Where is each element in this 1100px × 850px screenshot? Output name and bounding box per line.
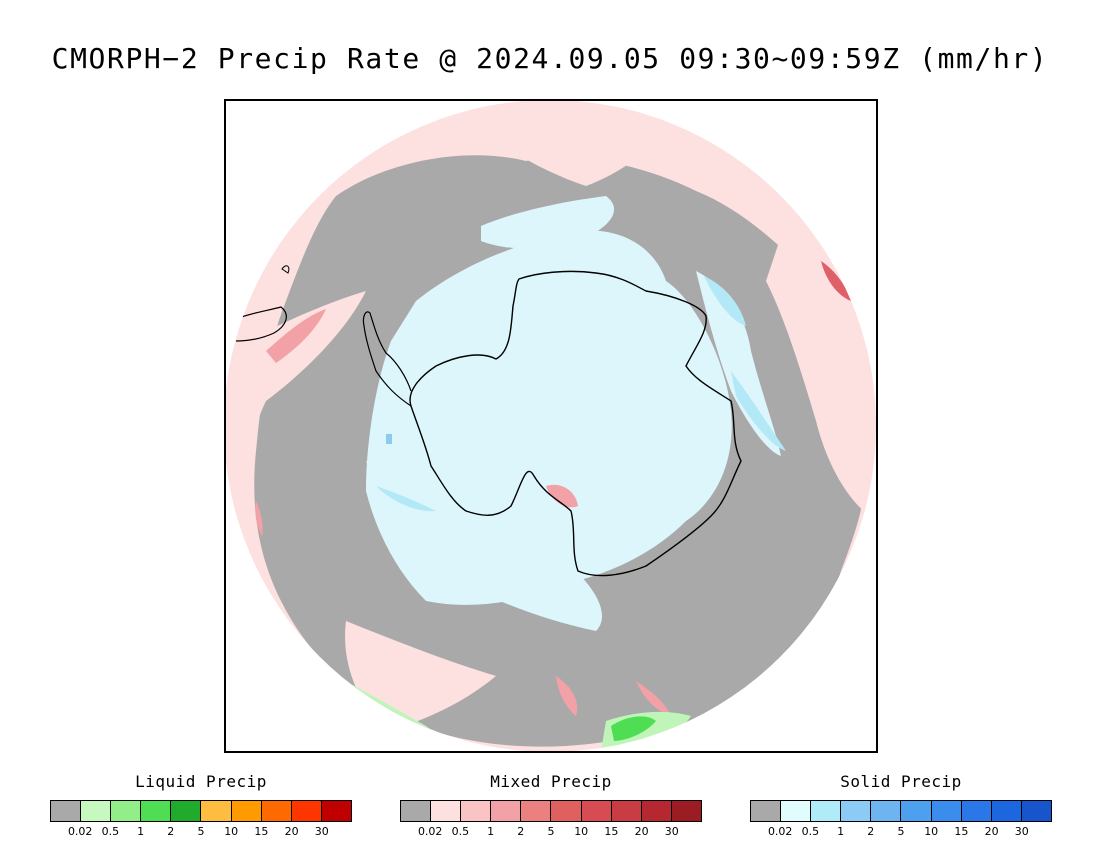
mixed-swatch-9 bbox=[671, 801, 701, 821]
mixed-swatch-3 bbox=[491, 801, 522, 821]
tick-label: 10 bbox=[574, 825, 589, 838]
mixed-precip-patch-south bbox=[556, 676, 578, 716]
tick-label: 1 bbox=[137, 825, 145, 838]
colorbar-ticks: 0.02 0.5 1 2 5 10 15 20 30 bbox=[400, 822, 702, 838]
mixed-precip-patch-west bbox=[255, 501, 263, 536]
hemisphere-disk bbox=[226, 101, 876, 751]
liquid-swatch-8 bbox=[291, 801, 322, 821]
solid-swatch-5 bbox=[901, 801, 932, 821]
liquid-swatch-0 bbox=[51, 801, 82, 821]
legend-title: Solid Precip bbox=[840, 772, 962, 791]
solid-precip-streak-northeast bbox=[704, 276, 746, 326]
antarctic-peninsula-coastline bbox=[362, 311, 412, 407]
solid-swatch-8 bbox=[991, 801, 1022, 821]
legend-title: Liquid Precip bbox=[135, 772, 267, 791]
mixed-swatch-0 bbox=[401, 801, 432, 821]
tick-label: 2 bbox=[867, 825, 875, 838]
tick-label: 30 bbox=[664, 825, 679, 838]
colorbar-ticks: 0.02 0.5 1 2 5 10 15 20 30 bbox=[50, 822, 352, 838]
tick-label: 0.02 bbox=[67, 825, 93, 838]
liquid-swatch-5 bbox=[201, 801, 232, 821]
liquid-swatch-2 bbox=[111, 801, 142, 821]
mixed-precip-patch-northeast-edge bbox=[821, 261, 851, 301]
mixed-swatch-6 bbox=[581, 801, 612, 821]
colorbar-liquid bbox=[50, 800, 352, 822]
mixed-precip-band-north bbox=[466, 101, 686, 186]
tick-label: 0.02 bbox=[417, 825, 443, 838]
tick-label: 0.5 bbox=[101, 825, 120, 838]
colorbar-ticks: 0.02 0.5 1 2 5 10 15 20 30 bbox=[750, 822, 1052, 838]
tick-label: 15 bbox=[604, 825, 619, 838]
tick-label: 0.5 bbox=[801, 825, 820, 838]
solid-precip-streak-southwest bbox=[376, 486, 436, 512]
solid-precip-streak-east bbox=[731, 371, 786, 451]
legend-solid-precip: Solid Precip 0.02 0.5 1 2 5 10 15 20 30 bbox=[750, 772, 1052, 838]
liquid-swatch-6 bbox=[231, 801, 262, 821]
tick-label: 1 bbox=[837, 825, 845, 838]
solid-swatch-4 bbox=[871, 801, 902, 821]
colorbar-solid bbox=[750, 800, 1052, 822]
tick-label: 20 bbox=[984, 825, 999, 838]
mixed-swatch-1 bbox=[431, 801, 462, 821]
tick-label: 30 bbox=[314, 825, 329, 838]
mixed-precip-patch-center bbox=[546, 484, 578, 508]
legend-title: Mixed Precip bbox=[490, 772, 612, 791]
tick-label: 30 bbox=[1014, 825, 1029, 838]
mixed-swatch-2 bbox=[461, 801, 492, 821]
liquid-swatch-9 bbox=[321, 801, 351, 821]
legend-liquid-precip: Liquid Precip 0.02 0.5 1 2 5 10 15 20 30 bbox=[50, 772, 352, 838]
map-title: CMORPH−2 Precip Rate @ 2024.09.05 09:30~… bbox=[51, 42, 1049, 75]
tick-label: 15 bbox=[954, 825, 969, 838]
south-america-coastline bbox=[235, 306, 287, 342]
tick-label: 0.02 bbox=[767, 825, 793, 838]
mixed-swatch-4 bbox=[521, 801, 552, 821]
mixed-swatch-7 bbox=[611, 801, 642, 821]
tick-label: 2 bbox=[517, 825, 525, 838]
liquid-swatch-3 bbox=[141, 801, 172, 821]
precip-map[interactable] bbox=[226, 101, 876, 751]
solid-precip-dot-west bbox=[386, 434, 392, 444]
solid-swatch-3 bbox=[841, 801, 872, 821]
mixed-swatch-8 bbox=[641, 801, 672, 821]
tick-label: 0.5 bbox=[451, 825, 470, 838]
legend-mixed-precip: Mixed Precip 0.02 0.5 1 2 5 10 15 20 30 bbox=[400, 772, 702, 838]
solid-precip-region-southwest bbox=[366, 461, 602, 631]
solid-swatch-0 bbox=[751, 801, 782, 821]
liquid-swatch-1 bbox=[81, 801, 112, 821]
solid-precip-region-north bbox=[481, 196, 615, 249]
colorbar-mixed bbox=[400, 800, 702, 822]
tick-label: 5 bbox=[197, 825, 205, 838]
map-frame[interactable] bbox=[224, 99, 878, 753]
liquid-swatch-4 bbox=[171, 801, 202, 821]
tick-label: 10 bbox=[924, 825, 939, 838]
tick-label: 20 bbox=[284, 825, 299, 838]
mixed-swatch-5 bbox=[551, 801, 582, 821]
tick-label: 20 bbox=[634, 825, 649, 838]
solid-swatch-7 bbox=[961, 801, 992, 821]
tick-label: 10 bbox=[224, 825, 239, 838]
solid-swatch-6 bbox=[931, 801, 962, 821]
island-coastline bbox=[281, 265, 290, 274]
tick-label: 2 bbox=[167, 825, 175, 838]
mixed-precip-patch-southeast bbox=[636, 681, 671, 716]
antarctica-coastline bbox=[409, 270, 742, 577]
mixed-precip-band-west bbox=[226, 291, 366, 551]
tick-label: 1 bbox=[487, 825, 495, 838]
solid-swatch-2 bbox=[811, 801, 842, 821]
tick-label: 15 bbox=[254, 825, 269, 838]
solid-swatch-9 bbox=[1021, 801, 1051, 821]
mixed-precip-patch-west-coast bbox=[266, 309, 326, 363]
tick-label: 5 bbox=[547, 825, 555, 838]
tick-label: 5 bbox=[897, 825, 905, 838]
liquid-precip-core-southeast bbox=[611, 716, 656, 741]
solid-precip-region-northeast bbox=[696, 271, 781, 456]
liquid-swatch-7 bbox=[261, 801, 292, 821]
solid-swatch-1 bbox=[781, 801, 812, 821]
